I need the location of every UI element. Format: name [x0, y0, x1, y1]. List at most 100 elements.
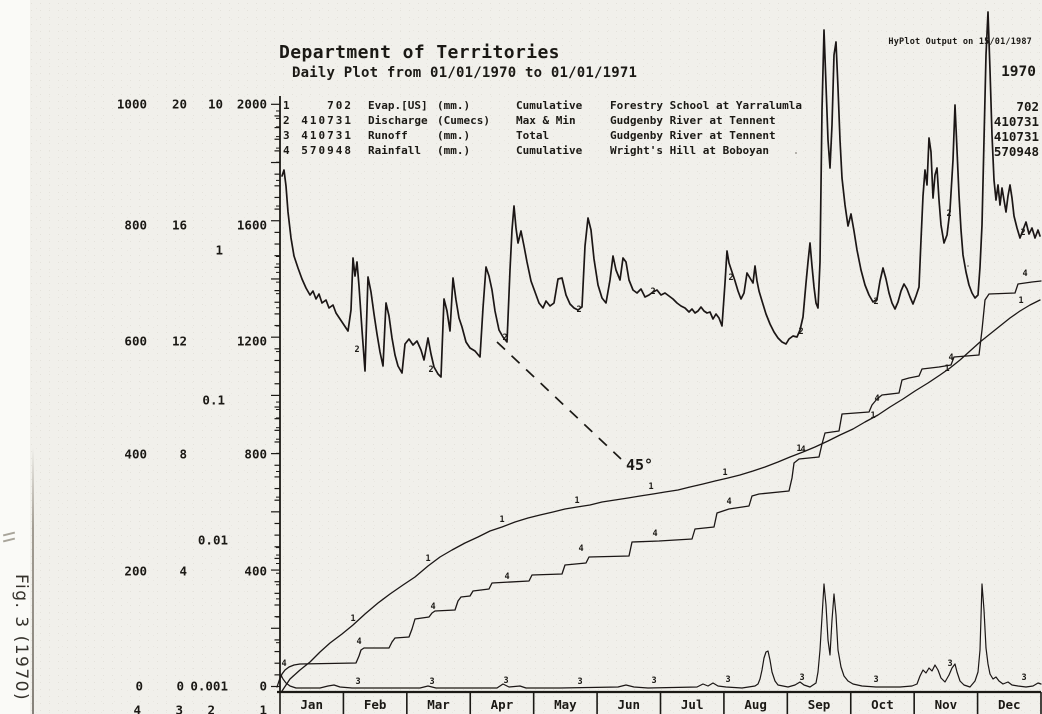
axis-tick-label: 400	[244, 564, 267, 579]
axis-tick-label: 8	[179, 447, 187, 462]
legend-location: Wright's Hill at Boboyan	[610, 144, 769, 157]
legend-location: Forestry School at Yarralumla	[610, 99, 803, 112]
axis-tick-label: 1	[259, 703, 267, 714]
curve-marker-digit: 2	[728, 273, 733, 283]
curve-marker-digit: 3	[503, 676, 508, 686]
axis-tick-label: 3	[175, 703, 183, 714]
curve-marker-digit: 1	[648, 482, 653, 492]
legend-statistic: Max & Min	[516, 114, 576, 127]
legend-parameter: Discharge	[368, 114, 428, 127]
axis-tick-label: 10	[208, 97, 223, 112]
legend-statistic: Cumulative	[516, 99, 583, 112]
legend-location: Gudgenby River at Tennent	[610, 114, 776, 127]
curve-marker-digit: 2	[354, 345, 359, 355]
month-label: Jan	[300, 697, 323, 712]
legend-station-number: 410731	[301, 129, 353, 142]
axis-tick-label: 0	[259, 679, 267, 694]
axis-tick-label: 0.001	[190, 679, 228, 694]
axis-tick-label: 16	[172, 218, 187, 233]
axis-tick-label: 1600	[237, 218, 267, 233]
legend-row: 2 410731 Discharge (Cumecs) Max & Min Gu…	[283, 113, 823, 128]
legend-location: Gudgenby River at Tennent	[610, 129, 776, 142]
legend-statistic: Cumulative	[516, 144, 583, 157]
scan-speck	[967, 265, 969, 267]
annotation-angle-label: 45°	[626, 456, 653, 474]
axis-tick-label: 1	[215, 243, 223, 258]
legend-row: 4 570948 Rainfall (mm.) Cumulative Wrigh…	[283, 143, 823, 158]
axis-tick-label: 0.01	[198, 533, 228, 548]
curve-marker-digit: 1	[499, 515, 504, 525]
curve-marker-digit: 2	[946, 209, 951, 219]
legend-series-number: 3	[283, 129, 290, 142]
legend-unit: (mm.)	[437, 129, 471, 142]
pencil-smudge	[2, 531, 17, 545]
plot-subtitle: Daily Plot from 01/01/1970 to 01/01/1971	[292, 65, 638, 81]
curve-marker-digit: 4	[356, 637, 361, 647]
axis-tick-label: 20	[172, 97, 187, 112]
axis-tick-label: 2000	[237, 97, 267, 112]
annotation-45-degrees: 45°	[496, 341, 653, 474]
right-station-id-column: 702 410731 410731 570948	[994, 99, 1039, 159]
output-stamp: HyPlot Output on 15/01/1987	[888, 37, 1032, 47]
curve-marker-digit: 4	[874, 394, 879, 404]
axis-tick-label: 1200	[237, 334, 267, 349]
curve-marker-digit: 3	[429, 677, 434, 687]
curve-marker-digit: 1	[722, 468, 727, 478]
axis-tick-label: 4	[133, 703, 141, 714]
curve-marker-digit: 4	[652, 529, 657, 539]
curve-marker-digit: 1	[425, 554, 430, 564]
paper-edge-shadow	[32, 448, 34, 714]
curve-marker-digit: 1	[574, 496, 579, 506]
curve-marker-digit: 4	[726, 497, 731, 507]
curve-marker-digit: 3	[725, 675, 730, 685]
curve-marker-digit: 3	[873, 675, 878, 685]
legend-parameter: Runoff	[368, 129, 408, 142]
series-runoff-total-line	[276, 583, 1042, 689]
month-label: Sep	[808, 697, 831, 712]
curve-marker-digit: 2	[1020, 228, 1025, 238]
page-title: Department of Territories	[279, 42, 560, 63]
month-label: Aug	[744, 697, 767, 712]
handwritten-figure-caption: Fig. 3 (1970)	[11, 574, 31, 702]
legend-series-number: 2	[283, 114, 290, 127]
curve-marker-digit: 2	[798, 327, 803, 337]
curve-marker-digit: 4	[504, 572, 509, 582]
legend-station-number: 702	[327, 99, 353, 112]
legend-statistic: Total	[516, 129, 550, 142]
curve-marker-digit: 2	[502, 333, 507, 343]
axis-tick-label: 400	[124, 447, 147, 462]
month-label: Jul	[681, 697, 704, 712]
scan-speck	[295, 71, 297, 73]
axis-tick-label: 600	[124, 334, 147, 349]
axis-tick-label: 800	[244, 447, 267, 462]
month-label: Jun	[618, 697, 641, 712]
axes	[271, 96, 1041, 694]
annotation-dashed-line	[496, 341, 622, 460]
axis-tick-label: 2	[207, 703, 215, 714]
curve-marker-digit: 3	[799, 673, 804, 683]
legend-parameter: Rainfall	[368, 144, 421, 157]
legend-parameter: Evap.[US]	[368, 99, 428, 112]
curve-marker-digit: 1	[944, 364, 949, 374]
curve-marker-digit: 3	[577, 677, 582, 687]
curve-marker-digit: 2	[576, 305, 581, 315]
curve-marker-digit: 2	[873, 297, 878, 307]
legend-series-number: 4	[283, 144, 290, 157]
series-legend: 1 702 Evap.[US] (mm.) Cumulative Forestr…	[283, 98, 823, 158]
month-label: Feb	[364, 697, 387, 712]
month-label: May	[554, 697, 577, 712]
scan-edge-white-strip	[0, 0, 30, 714]
series-discharge-max-min-line	[281, 11, 1041, 378]
year-label: 1970	[1001, 64, 1036, 80]
legend-row: 1 702 Evap.[US] (mm.) Cumulative Forestr…	[283, 98, 823, 113]
legend-station-number: 570948	[301, 144, 353, 157]
curve-marker-digit: 1	[796, 444, 801, 454]
curve-marker-digit: 3	[651, 676, 656, 686]
legend-row: 3 410731 Runoff (mm.) Total Gudgenby Riv…	[283, 128, 823, 143]
axis-tick-label: 0	[135, 679, 143, 694]
curve-marker-digit: 4	[430, 602, 435, 612]
legend-unit: (Cumecs)	[437, 114, 490, 127]
